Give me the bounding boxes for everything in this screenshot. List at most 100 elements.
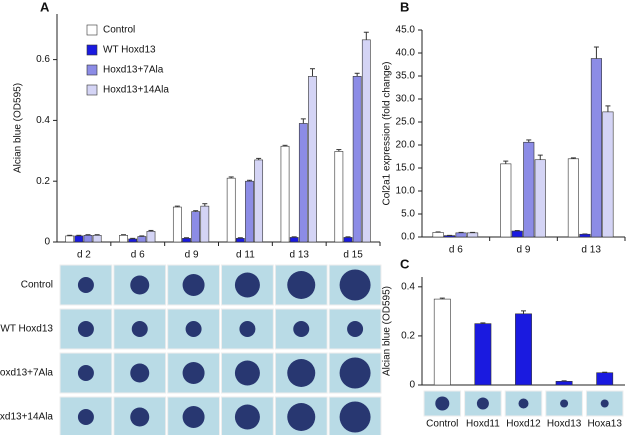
error-bar bbox=[85, 234, 91, 236]
photo-spot bbox=[339, 401, 371, 433]
legend-swatch bbox=[86, 84, 98, 96]
error-bar bbox=[193, 210, 199, 212]
bar bbox=[280, 145, 290, 243]
y-tick-label: 10.0 bbox=[396, 186, 416, 197]
error-bar bbox=[256, 157, 262, 160]
y-tick-label: 15.0 bbox=[396, 163, 416, 174]
error-bar bbox=[94, 234, 100, 236]
legend-label: Hoxd13+7Ala bbox=[103, 65, 164, 76]
x-tick-label: Control bbox=[426, 419, 458, 430]
photo-spot bbox=[234, 360, 260, 386]
bar bbox=[254, 159, 264, 243]
y-tick-label: 0 bbox=[409, 380, 415, 391]
error-bar bbox=[174, 205, 180, 208]
bar bbox=[515, 313, 532, 386]
photo-spot bbox=[77, 409, 94, 425]
legend-swatch bbox=[86, 24, 98, 36]
x-tick-label: d 13 bbox=[290, 250, 310, 261]
y-axis-label: Col2a1 expression (fold change) bbox=[382, 62, 393, 206]
error-bar bbox=[121, 234, 127, 236]
bar bbox=[92, 235, 102, 243]
x-tick-label: d 9 bbox=[517, 245, 531, 256]
photo-spot bbox=[239, 321, 256, 337]
error-bar bbox=[67, 234, 73, 236]
error-bar bbox=[282, 144, 288, 147]
bar bbox=[555, 381, 573, 386]
error-bar bbox=[148, 229, 154, 232]
photo bbox=[113, 352, 167, 394]
bar bbox=[334, 151, 344, 243]
photo-spot bbox=[287, 271, 316, 299]
y-tick-label: 45.0 bbox=[396, 25, 416, 36]
bar bbox=[343, 237, 353, 243]
y-tick-label: 5.0 bbox=[401, 209, 415, 220]
y-axis-label: Alcian blue (OD595) bbox=[382, 286, 393, 376]
photo-spot bbox=[77, 277, 94, 293]
y-tick-label: 0.4 bbox=[401, 281, 415, 292]
bar bbox=[432, 232, 444, 238]
photo-spot bbox=[435, 396, 450, 411]
error-bar bbox=[593, 46, 599, 59]
row-label: Hoxd13+7Ala bbox=[0, 368, 53, 379]
panel-label: A bbox=[40, 0, 50, 14]
y-tick-label: 20.0 bbox=[396, 140, 416, 151]
photo-spot bbox=[560, 399, 569, 408]
error-bar bbox=[526, 139, 532, 143]
y-tick-label: 0 bbox=[44, 237, 50, 248]
bar bbox=[191, 211, 201, 243]
x-tick-label: Hoxd11 bbox=[466, 419, 500, 430]
y-tick-label: 0.2 bbox=[36, 176, 50, 187]
bar bbox=[361, 39, 371, 243]
photo-spot bbox=[293, 321, 310, 337]
y-tick-label: 30.0 bbox=[396, 94, 416, 105]
photo-spot bbox=[339, 269, 371, 301]
error-bar bbox=[130, 237, 136, 239]
bar bbox=[534, 159, 546, 238]
error-bar bbox=[605, 105, 611, 112]
error-bar bbox=[300, 118, 306, 124]
bar bbox=[245, 180, 254, 243]
photo-spot bbox=[600, 399, 609, 408]
bar bbox=[298, 123, 308, 243]
photo bbox=[167, 396, 221, 435]
y-tick-label: 35.0 bbox=[396, 71, 416, 82]
y-axis-label: Alcian blue (OD595) bbox=[13, 83, 24, 173]
bar bbox=[172, 206, 182, 243]
x-tick-label: d 15 bbox=[343, 250, 363, 261]
x-tick-label: d 2 bbox=[77, 250, 91, 261]
x-tick-label: Hoxd12 bbox=[506, 419, 541, 430]
bar bbox=[74, 235, 84, 243]
photo-spot bbox=[287, 359, 316, 387]
photo-spot bbox=[130, 363, 150, 383]
bar bbox=[83, 235, 93, 243]
bar bbox=[567, 158, 579, 238]
bar bbox=[146, 231, 156, 243]
error-bar bbox=[228, 176, 234, 179]
bar bbox=[65, 235, 75, 243]
photo-spot bbox=[131, 321, 148, 337]
error-bar bbox=[480, 322, 486, 324]
bar bbox=[579, 233, 591, 238]
bar bbox=[352, 76, 362, 243]
photo-spot bbox=[347, 321, 364, 337]
panel-label: C bbox=[400, 256, 410, 271]
bar bbox=[590, 58, 602, 238]
legend-label: Control bbox=[103, 25, 135, 36]
bar bbox=[137, 236, 147, 243]
bar bbox=[433, 298, 451, 386]
bar bbox=[455, 232, 467, 238]
legend-label: Hoxd13+14Ala bbox=[103, 85, 169, 96]
photo-spot bbox=[476, 397, 489, 410]
bar bbox=[308, 76, 317, 243]
x-tick-label: d 11 bbox=[236, 250, 255, 261]
legend-swatch bbox=[86, 64, 98, 76]
bar bbox=[511, 230, 523, 238]
x-tick-label: d 6 bbox=[131, 250, 145, 261]
x-tick-label: Hoxd13 bbox=[547, 419, 582, 430]
bar bbox=[235, 238, 245, 243]
error-bar bbox=[237, 237, 243, 239]
y-tick-label: 0.4 bbox=[36, 115, 50, 126]
photo-spot bbox=[234, 272, 260, 298]
legend-label: WT Hoxd13 bbox=[103, 45, 156, 56]
